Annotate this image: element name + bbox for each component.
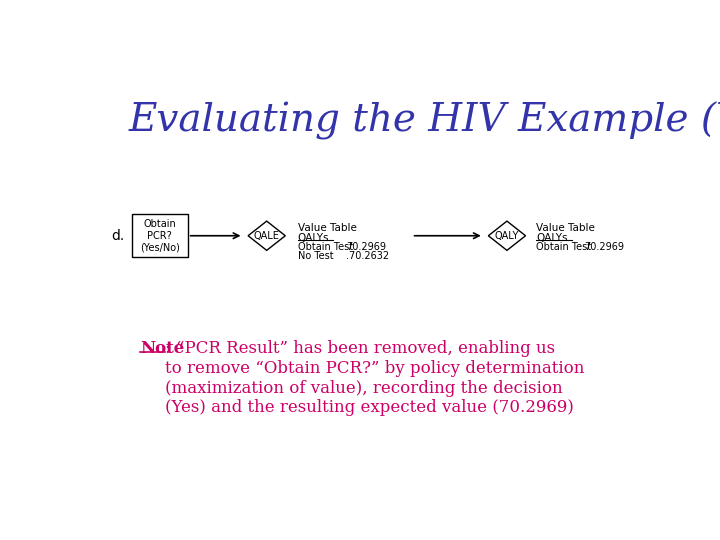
Text: Evaluating the HIV Example (V): Evaluating the HIV Example (V) [129, 102, 720, 140]
Text: Note: Note [140, 340, 184, 357]
Text: Value Table: Value Table [297, 224, 356, 233]
Text: Obtain Test: Obtain Test [536, 242, 592, 252]
Text: QALYs: QALYs [536, 233, 568, 242]
Text: QALYs: QALYs [297, 233, 329, 242]
Text: No Test: No Test [297, 251, 333, 261]
Polygon shape [488, 221, 526, 251]
Text: : “PCR Result” has been removed, enabling us
to remove “Obtain PCR?” by policy d: : “PCR Result” has been removed, enablin… [165, 340, 585, 416]
Text: d.: d. [112, 229, 125, 243]
Text: Obtain
PCR?
(Yes/No): Obtain PCR? (Yes/No) [140, 219, 180, 252]
Text: QALY: QALY [495, 231, 519, 241]
Text: 70.2969: 70.2969 [585, 242, 624, 252]
Text: Obtain Test: Obtain Test [297, 242, 353, 252]
Text: QALE: QALE [253, 231, 279, 241]
Polygon shape [248, 221, 285, 251]
Bar [132, 214, 188, 257]
Text: Value Table: Value Table [536, 224, 595, 233]
Text: .70.2632: .70.2632 [346, 251, 389, 261]
Text: 70.2969: 70.2969 [346, 242, 386, 252]
